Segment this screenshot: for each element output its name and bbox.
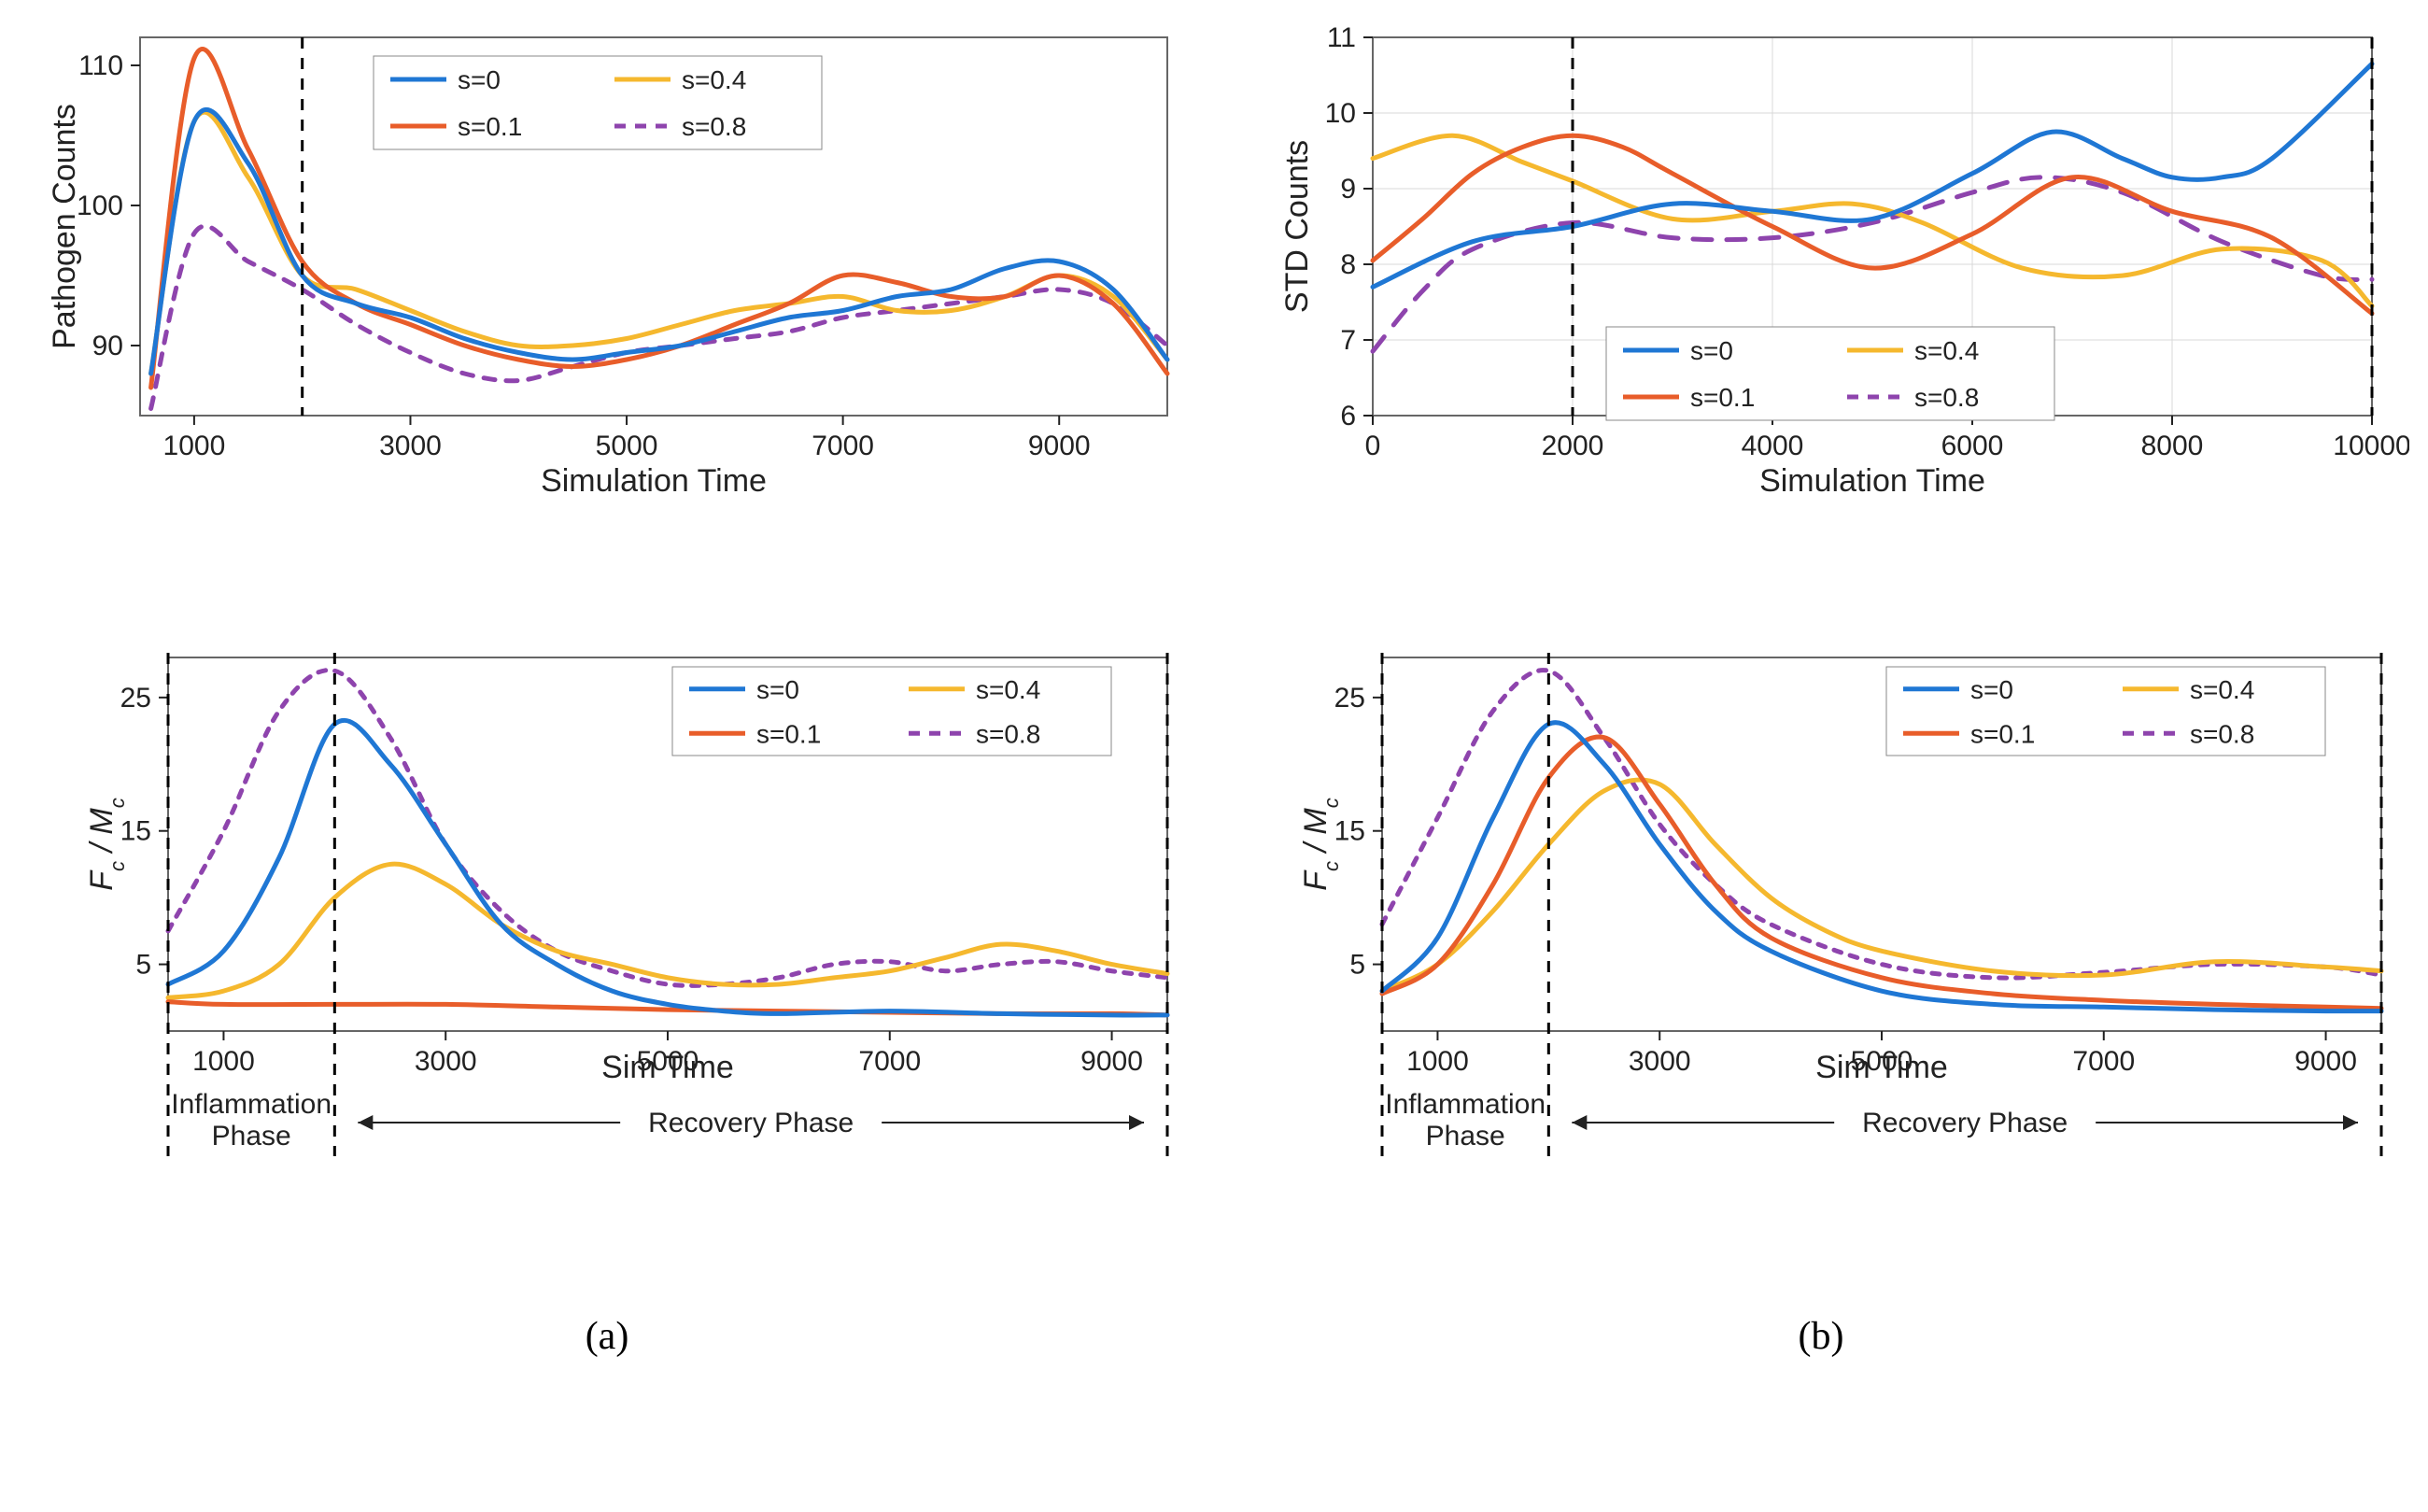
svg-text:15: 15 [120, 815, 151, 846]
phase-label-inflam2: Phase [1426, 1121, 1505, 1152]
svg-text:15: 15 [1334, 815, 1365, 846]
svg-text:4000: 4000 [1742, 431, 1804, 461]
label-b: (b) [1233, 1314, 2409, 1493]
series-s04 [168, 864, 1167, 997]
svg-text:1000: 1000 [1406, 1046, 1469, 1077]
svg-text:Sim Time: Sim Time [1815, 1050, 1948, 1085]
svg-text:25: 25 [120, 683, 151, 714]
legend-label-s04: s=0.4 [1914, 336, 1979, 365]
svg-text:6000: 6000 [1941, 431, 2004, 461]
legend-label-s0: s=0 [1690, 336, 1733, 365]
label-a: (a) [19, 1314, 1195, 1493]
svg-text:2000: 2000 [1542, 431, 1604, 461]
svg-text:STD Counts: STD Counts [1279, 140, 1315, 313]
svg-text:10000: 10000 [2333, 431, 2409, 461]
panel-a-bot: 1000300050007000900051525Sim TimeFc / Mc… [19, 648, 1195, 1306]
legend-box [374, 56, 822, 149]
legend-label-s04: s=0.4 [682, 65, 746, 94]
svg-text:5: 5 [135, 949, 151, 980]
svg-text:Simulation Time: Simulation Time [541, 463, 767, 499]
svg-text:110: 110 [78, 50, 123, 81]
series-s04 [1382, 780, 2381, 991]
legend-label-s0: s=0 [458, 65, 501, 94]
svg-text:1000: 1000 [163, 431, 226, 461]
phase-label-recovery: Recovery Phase [648, 1108, 854, 1138]
series-s0 [1373, 64, 2372, 287]
phase-label-inflam2: Phase [212, 1121, 291, 1152]
svg-text:0: 0 [1365, 431, 1381, 461]
legend-label-s04: s=0.4 [2190, 674, 2254, 703]
svg-text:1000: 1000 [192, 1046, 255, 1077]
svg-text:5: 5 [1349, 949, 1365, 980]
svg-text:9000: 9000 [1080, 1046, 1143, 1077]
legend-label-s04: s=0.4 [976, 674, 1040, 703]
svg-text:6: 6 [1340, 401, 1356, 431]
svg-text:7000: 7000 [812, 431, 874, 461]
phase-label-inflam: Inflammation [1385, 1089, 1546, 1120]
svg-text:7000: 7000 [858, 1046, 921, 1077]
svg-text:9000: 9000 [2294, 1046, 2357, 1077]
legend-label-s01: s=0.1 [756, 719, 821, 748]
legend-label-s08: s=0.8 [1914, 383, 1979, 412]
legend-label-s08: s=0.8 [2190, 719, 2254, 748]
svg-text:Simulation Time: Simulation Time [1759, 463, 1985, 499]
svg-text:Sim Time: Sim Time [601, 1050, 734, 1085]
panel-a-top: 1000 3000 5000 7000 9000 90 100 110 Simulation T… [19, 19, 1195, 639]
series-s01 [1382, 737, 2381, 1009]
legend-label-s01: s=0.1 [1970, 719, 2035, 748]
legend-label-s08: s=0.8 [976, 719, 1040, 748]
svg-text:10: 10 [1325, 98, 1356, 129]
svg-text:3000: 3000 [415, 1046, 477, 1077]
legend-box [1606, 327, 2054, 420]
svg-text:9: 9 [1340, 174, 1356, 205]
phase-label-recovery: Recovery Phase [1862, 1108, 2068, 1138]
svg-text:11: 11 [1327, 22, 1356, 53]
svg-text:7000: 7000 [2072, 1046, 2135, 1077]
legend-label-s01: s=0.1 [458, 112, 522, 141]
svg-text:100: 100 [77, 191, 123, 221]
svg-text:90: 90 [92, 331, 123, 361]
figure-grid: 1000300050007000900090100110Simulation T… [19, 19, 2409, 1493]
svg-text:25: 25 [1334, 683, 1365, 714]
legend-label-s01: s=0.1 [1690, 383, 1755, 412]
legend-label-s08: s=0.8 [682, 112, 746, 141]
svg-text:5000: 5000 [596, 431, 658, 461]
svg-text:Pathogen Counts: Pathogen Counts [47, 104, 82, 349]
legend-box [1886, 667, 2325, 756]
svg-text:8: 8 [1340, 249, 1356, 280]
svg-text:7: 7 [1340, 325, 1356, 356]
legend-label-s0: s=0 [1970, 674, 2013, 703]
series-s0 [168, 720, 1167, 1015]
svg-text:3000: 3000 [379, 431, 442, 461]
svg-text:8000: 8000 [2141, 431, 2204, 461]
panel-b-top: 0 2000 4000 6000 8000 10000 6 7 8 9 10 11 Simulation… [1233, 19, 2409, 639]
svg-text:3000: 3000 [1629, 1046, 1691, 1077]
legend-label-s0: s=0 [756, 674, 799, 703]
legend-box [672, 667, 1111, 756]
panel-b-bot: 1000300050007000900051525Sim TimeFc / Mc… [1233, 648, 2409, 1306]
phase-label-inflam: Inflammation [171, 1089, 332, 1120]
svg-text:9000: 9000 [1028, 431, 1091, 461]
